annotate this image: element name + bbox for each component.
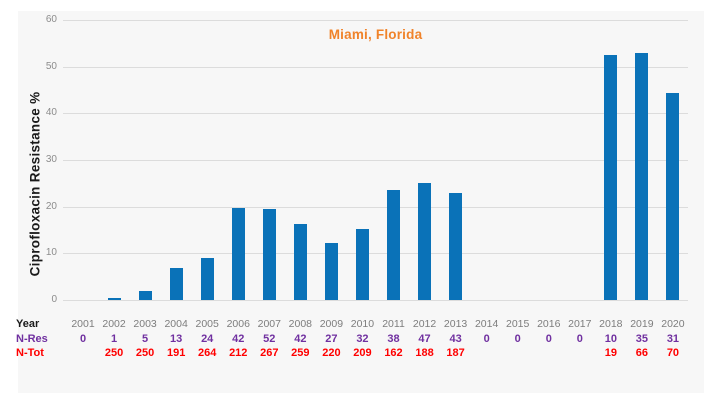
nres-cell-2013: 43	[449, 333, 462, 345]
year-cell-2005: 2005	[195, 318, 219, 330]
year-cell-2014: 2014	[474, 318, 499, 330]
ntot-cell-2018: 19	[604, 347, 617, 359]
bar-2009	[324, 242, 338, 300]
ntot-cell-2005: 264	[198, 347, 217, 359]
y-tick-label-60: 60	[45, 14, 57, 25]
y-axis-title: Ciprofloxacin Resistance %	[27, 91, 43, 277]
y-tick-label-0: 0	[51, 294, 57, 305]
gridline-40	[63, 113, 688, 115]
year-cell-2011: 2011	[382, 318, 405, 330]
bar-2013	[449, 192, 463, 300]
bar-2006	[231, 207, 245, 300]
year-cell-2003: 2003	[133, 318, 157, 330]
gridline-30	[63, 160, 688, 161]
bar-2003	[138, 290, 152, 300]
table-row-label-nres: N-Res	[16, 333, 48, 345]
bar-2005	[200, 257, 214, 300]
y-tick-label-30: 30	[45, 154, 57, 165]
year-cell-2001: 2001	[71, 318, 95, 330]
ntot-cell-2002: 250	[104, 347, 124, 359]
gridline-10	[63, 253, 688, 255]
nres-cell-2016: 0	[545, 333, 552, 345]
nres-cell-2005: 24	[201, 333, 214, 345]
bar-2007	[262, 209, 276, 300]
nres-cell-2009: 27	[325, 333, 338, 345]
year-cell-2017: 2017	[568, 318, 592, 330]
bar-2020	[666, 93, 680, 300]
nres-cell-2012: 47	[418, 333, 431, 345]
year-cell-2015: 2015	[506, 318, 530, 330]
table-row-label-ntot: N-Tot	[16, 347, 44, 359]
gridline-0	[63, 300, 688, 301]
y-tick-label-10: 10	[45, 247, 57, 259]
y-tick-label-50: 50	[45, 60, 57, 72]
year-cell-2012: 2012	[412, 318, 437, 330]
table-row-label-year: Year	[16, 318, 40, 330]
year-cell-2004: 2004	[164, 318, 188, 330]
bar-2008	[293, 224, 307, 300]
nres-cell-2019: 35	[635, 333, 649, 345]
gridline-60	[63, 20, 688, 21]
ntot-cell-2016	[533, 347, 565, 359]
ntot-cell-2004: 191	[166, 347, 186, 359]
ntot-cell-2019: 66	[635, 347, 649, 359]
ntot-cell-2007: 267	[260, 347, 279, 359]
year-cell-2013: 2013	[443, 318, 468, 330]
year-cell-2018: 2018	[599, 318, 623, 330]
year-cell-2008: 2008	[288, 318, 313, 330]
ntot-cell-2020: 70	[666, 347, 680, 359]
ntot-cell-2013: 187	[446, 347, 465, 359]
bar-2019	[635, 52, 649, 300]
year-cell-2016: 2016	[537, 318, 561, 330]
year-cell-2009: 2009	[319, 318, 344, 330]
ntot-cell-2017	[564, 347, 596, 359]
ntot-cell-2003: 250	[135, 347, 155, 359]
bar-2002	[107, 298, 121, 300]
ntot-cell-2014	[471, 347, 503, 359]
y-tick-label-20: 20	[45, 200, 57, 212]
nres-cell-2001: 0	[79, 333, 87, 345]
y-tick-label-40: 40	[45, 107, 57, 119]
nres-cell-2007: 52	[263, 333, 276, 345]
nres-cell-2008: 42	[294, 333, 307, 345]
nres-cell-2020: 31	[666, 333, 680, 345]
bar-2018	[604, 54, 618, 300]
year-cell-2020: 2020	[661, 318, 685, 330]
gridline-20	[63, 206, 688, 208]
bar-2012	[418, 183, 432, 300]
nres-cell-2017: 0	[576, 333, 583, 345]
bar-2011	[387, 190, 400, 300]
nres-cell-2003: 5	[142, 333, 149, 345]
ntot-cell-2008: 259	[291, 347, 310, 359]
bar-2010	[355, 228, 369, 300]
ntot-cell-2015	[502, 347, 534, 359]
ntot-cell-2001	[67, 347, 99, 359]
plot-background	[18, 11, 704, 393]
nres-cell-2006: 42	[232, 333, 245, 345]
nres-cell-2015: 0	[514, 333, 521, 345]
year-cell-2019: 2019	[630, 318, 654, 330]
year-cell-2002: 2002	[102, 318, 126, 330]
nres-cell-2018: 10	[604, 333, 617, 345]
chart-title: Miami, Florida	[328, 27, 423, 42]
nres-cell-2011: 38	[387, 333, 400, 345]
year-cell-2006: 2006	[226, 318, 250, 330]
year-cell-2007: 2007	[257, 318, 281, 330]
ntot-cell-2010: 209	[353, 347, 372, 359]
ntot-cell-2011: 162	[384, 347, 403, 359]
ntot-cell-2006: 212	[229, 347, 248, 359]
bar-2004	[169, 268, 183, 300]
year-cell-2010: 2010	[350, 318, 375, 330]
gridline-50	[63, 66, 688, 68]
ntot-cell-2009: 220	[322, 347, 341, 359]
nres-cell-2014: 0	[483, 333, 490, 345]
nres-cell-2010: 32	[356, 333, 369, 345]
nres-cell-2002: 1	[110, 333, 118, 345]
ntot-cell-2012: 188	[415, 347, 434, 359]
nres-cell-2004: 13	[170, 333, 183, 345]
